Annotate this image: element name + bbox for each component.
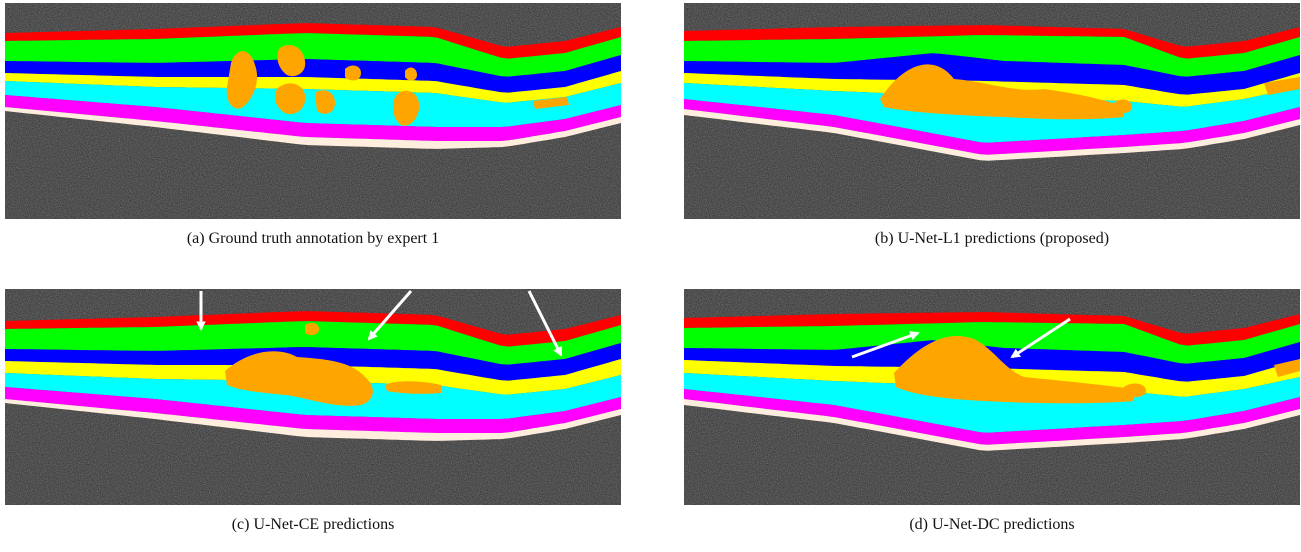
fluid-region	[393, 90, 420, 126]
fluid-region	[533, 97, 569, 109]
fluid-region	[345, 65, 361, 81]
retinal-layer-2	[684, 322, 1300, 364]
panel-a: (a) Ground truth annotation by expert 1	[5, 3, 621, 248]
oct-scan-image	[5, 3, 621, 219]
caption: (d) U-Net-DC predictions	[909, 516, 1075, 533]
fluid-region	[1114, 99, 1132, 114]
fluid-region	[1124, 383, 1146, 398]
caption: (b) U-Net-L1 predictions (proposed)	[874, 230, 1110, 247]
retinal-layer-4	[5, 71, 621, 103]
fluid-region	[315, 90, 335, 114]
retinal-layer-5	[684, 373, 1300, 433]
retinal-layer-1	[5, 311, 621, 347]
fluid-region	[275, 83, 306, 115]
fluid-region	[226, 51, 258, 109]
retinal-layer-6	[5, 387, 621, 433]
annotation-arrow-2	[1010, 317, 1071, 359]
fluid-region	[880, 64, 1124, 120]
retinal-layer-2	[5, 321, 621, 365]
retinal-layer-3	[5, 55, 621, 93]
retinal-layer-2	[5, 33, 621, 77]
retinal-layer-1	[684, 25, 1300, 59]
caption: (a) Ground truth annotation by expert 1	[186, 230, 440, 247]
fluid-region	[405, 67, 417, 81]
panel-c: (c) U-Net-CE predictions	[5, 289, 621, 534]
annotation-arrow-1	[851, 331, 920, 359]
fluid-region	[1264, 77, 1300, 95]
retinal-layer-2	[684, 35, 1300, 77]
retinal-layer-5	[5, 81, 621, 127]
oct-scan-image	[684, 289, 1300, 505]
fluid-region	[225, 351, 373, 406]
fluid-region	[305, 322, 319, 336]
fluid-region	[1274, 359, 1300, 377]
retinal-layer-6	[684, 99, 1300, 155]
oct-scan-image	[5, 289, 621, 505]
retinal-layer-7	[5, 399, 621, 441]
panel-b: (b) U-Net-L1 predictions (proposed)	[684, 3, 1300, 248]
fluid-region	[385, 381, 441, 394]
fluid-region	[277, 45, 306, 77]
retinal-layer-7	[684, 399, 1300, 451]
retinal-layer-6	[5, 95, 621, 141]
annotation-arrow-2	[367, 290, 413, 341]
retinal-layer-1	[5, 23, 621, 59]
retinal-layer-3	[684, 53, 1300, 95]
oct-scan-image	[684, 3, 1300, 219]
retinal-layer-7	[5, 107, 621, 149]
panel-d: (d) U-Net-DC predictions	[684, 289, 1300, 534]
retinal-layer-1	[684, 312, 1300, 346]
retinal-layer-6	[684, 389, 1300, 445]
fluid-region	[894, 336, 1134, 404]
caption: (c) U-Net-CE predictions	[231, 516, 395, 533]
retinal-layer-7	[684, 109, 1300, 161]
annotation-arrow-3	[527, 290, 563, 357]
